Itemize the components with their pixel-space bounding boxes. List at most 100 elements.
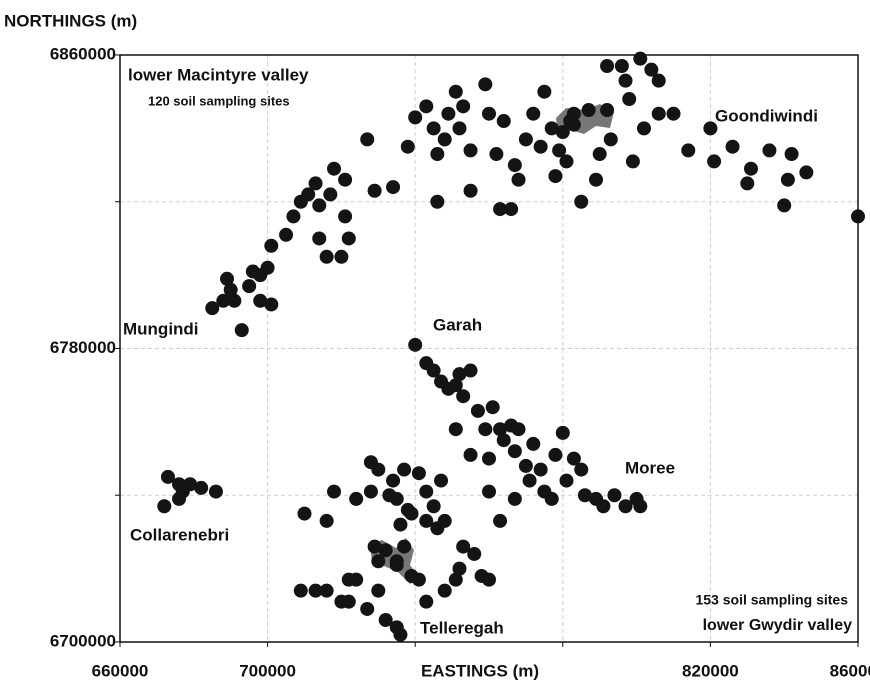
x-tick-label: 860000 (830, 661, 870, 680)
point (327, 161, 342, 176)
point (780, 172, 795, 187)
point (448, 378, 463, 393)
point (448, 572, 463, 587)
point (334, 249, 349, 264)
point (338, 209, 353, 224)
point (496, 433, 511, 448)
point (707, 154, 722, 169)
point (636, 121, 651, 136)
point (426, 499, 441, 514)
x-axis-label: EASTINGS (m) (421, 661, 539, 680)
point (393, 627, 408, 642)
x-tick-label: 820000 (682, 661, 739, 680)
point (518, 458, 533, 473)
point (293, 583, 308, 598)
point (482, 106, 496, 121)
point (533, 139, 548, 154)
point (367, 183, 382, 198)
annotation: lower Gwydir valley (703, 617, 853, 634)
point (493, 513, 508, 528)
point (430, 521, 445, 536)
point (467, 546, 482, 561)
point (441, 106, 456, 121)
point (242, 279, 257, 294)
point (600, 103, 615, 118)
point (367, 539, 382, 554)
point (223, 282, 238, 297)
point (566, 106, 581, 121)
point (596, 499, 611, 514)
point (493, 202, 508, 217)
point (397, 539, 412, 554)
point (349, 491, 364, 506)
point (319, 513, 334, 528)
point (526, 436, 541, 451)
point (625, 154, 640, 169)
point (533, 462, 548, 477)
point (234, 323, 249, 338)
point (437, 132, 452, 147)
point (544, 121, 559, 136)
annotation: Goondiwindi (715, 106, 818, 125)
point (312, 231, 327, 246)
point (378, 543, 393, 558)
point (312, 198, 327, 213)
point (279, 227, 294, 242)
point (559, 154, 574, 169)
point (205, 301, 220, 316)
point (371, 554, 386, 569)
point (452, 121, 467, 136)
point (452, 561, 467, 576)
point (603, 132, 618, 147)
point (496, 114, 511, 129)
point (426, 121, 441, 136)
point (400, 139, 415, 154)
point (493, 422, 508, 437)
points (157, 51, 865, 642)
point (319, 583, 334, 598)
point (485, 400, 500, 415)
point (507, 158, 522, 173)
point (220, 271, 235, 286)
point (600, 59, 615, 74)
point (581, 103, 596, 118)
point (297, 506, 312, 521)
point (338, 172, 353, 187)
point (264, 238, 279, 253)
point (382, 488, 397, 503)
point (419, 484, 434, 499)
point (323, 187, 338, 202)
point (703, 121, 718, 136)
point (618, 73, 633, 88)
point (183, 477, 198, 492)
point (592, 147, 607, 162)
point (548, 169, 563, 184)
point (419, 594, 434, 609)
point (341, 231, 356, 246)
point (404, 506, 419, 521)
point (386, 473, 401, 488)
point (456, 389, 471, 404)
point (651, 106, 666, 121)
point (489, 147, 504, 162)
point (360, 601, 375, 616)
point (408, 110, 423, 125)
point (216, 293, 231, 308)
point (552, 143, 567, 158)
point (507, 491, 522, 506)
x-tick-label: 660000 (92, 661, 149, 680)
point (452, 367, 467, 382)
point (308, 583, 323, 598)
point (408, 337, 423, 352)
y-axis-label: NORTHINGS (m) (4, 11, 137, 30)
point (437, 583, 452, 598)
point (341, 594, 356, 609)
point (430, 194, 445, 209)
point (448, 422, 463, 437)
point (160, 469, 175, 484)
point (371, 462, 386, 477)
point (308, 176, 323, 191)
point (633, 499, 648, 514)
point (397, 462, 412, 477)
point (386, 180, 401, 195)
